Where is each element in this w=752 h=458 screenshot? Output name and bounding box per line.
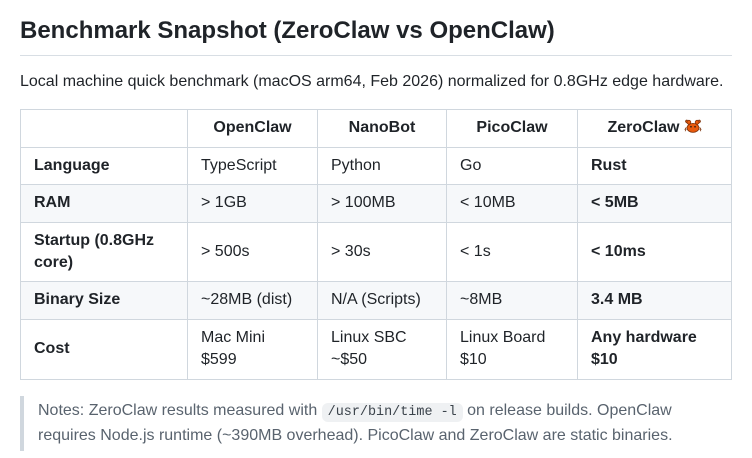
cell-cost-nanobot: Linux SBC ~$50	[317, 318, 447, 380]
row-label-ram: RAM	[20, 184, 188, 223]
row-label-language: Language	[20, 146, 188, 186]
cell-binary-zeroclaw: 3.4 MB	[577, 281, 732, 320]
table-row-binary-size: Binary Size ~28MB (dist) N/A (Scripts) ~…	[20, 281, 732, 320]
table-row-language: Language TypeScript Python Go Rust	[20, 146, 732, 186]
cell-language-picoclaw: Go	[446, 146, 578, 186]
corner-header-cell	[20, 109, 188, 148]
inline-code: /usr/bin/time -l	[321, 402, 463, 422]
column-header-openclaw: OpenClaw	[187, 109, 318, 148]
cell-ram-nanobot: > 100MB	[317, 184, 447, 223]
cell-cost-zeroclaw: Any hardware $10	[577, 318, 732, 380]
table-row-cost: Cost Mac Mini $599 Linux SBC ~$50 Linux …	[20, 318, 732, 380]
cell-cost-openclaw: Mac Mini $599	[187, 318, 318, 380]
row-label-binary-size: Binary Size	[20, 281, 188, 320]
cell-language-nanobot: Python	[317, 146, 447, 186]
notes-text-prefix: Notes: ZeroClaw results measured with	[38, 401, 318, 419]
cell-language-openclaw: TypeScript	[187, 146, 318, 186]
cell-ram-picoclaw: < 10MB	[446, 184, 578, 223]
column-header-zeroclaw: ZeroClaw	[577, 109, 732, 148]
cell-language-zeroclaw: Rust	[577, 146, 732, 186]
cell-startup-picoclaw: < 1s	[446, 221, 578, 283]
cell-binary-openclaw: ~28MB (dist)	[187, 281, 318, 320]
benchmark-table: OpenClaw NanoBot PicoClaw ZeroClaw	[20, 109, 732, 380]
column-header-picoclaw: PicoClaw	[446, 109, 578, 148]
cell-startup-nanobot: > 30s	[317, 221, 447, 283]
cell-binary-nanobot: N/A (Scripts)	[317, 281, 447, 320]
column-header-nanobot: NanoBot	[317, 109, 447, 148]
notes-text-suffix: on release builds. OpenClaw requires Nod…	[38, 401, 673, 445]
table-row-ram: RAM > 1GB > 100MB < 10MB < 5MB	[20, 184, 732, 223]
table-header-row: OpenClaw NanoBot PicoClaw ZeroClaw	[20, 109, 732, 148]
page-title: Benchmark Snapshot (ZeroClaw vs OpenClaw…	[20, 16, 732, 56]
page-subtitle: Local machine quick benchmark (macOS arm…	[20, 73, 724, 90]
cell-startup-openclaw: > 500s	[187, 221, 318, 283]
row-label-startup: Startup (0.8GHz core)	[20, 221, 188, 283]
cell-ram-zeroclaw: < 5MB	[577, 184, 732, 223]
cell-cost-picoclaw: Linux Board $10	[446, 318, 578, 380]
cell-ram-openclaw: > 1GB	[187, 184, 318, 223]
cell-binary-picoclaw: ~8MB	[446, 281, 578, 320]
cell-startup-zeroclaw: < 10ms	[577, 221, 732, 283]
row-label-cost: Cost	[20, 318, 188, 380]
notes-blockquote: Notes: ZeroClaw results measured with /u…	[20, 395, 732, 451]
column-header-zeroclaw-label: ZeroClaw	[607, 119, 680, 137]
crab-emoji-icon	[683, 120, 702, 134]
table-row-startup: Startup (0.8GHz core) > 500s > 30s < 1s …	[20, 221, 732, 283]
